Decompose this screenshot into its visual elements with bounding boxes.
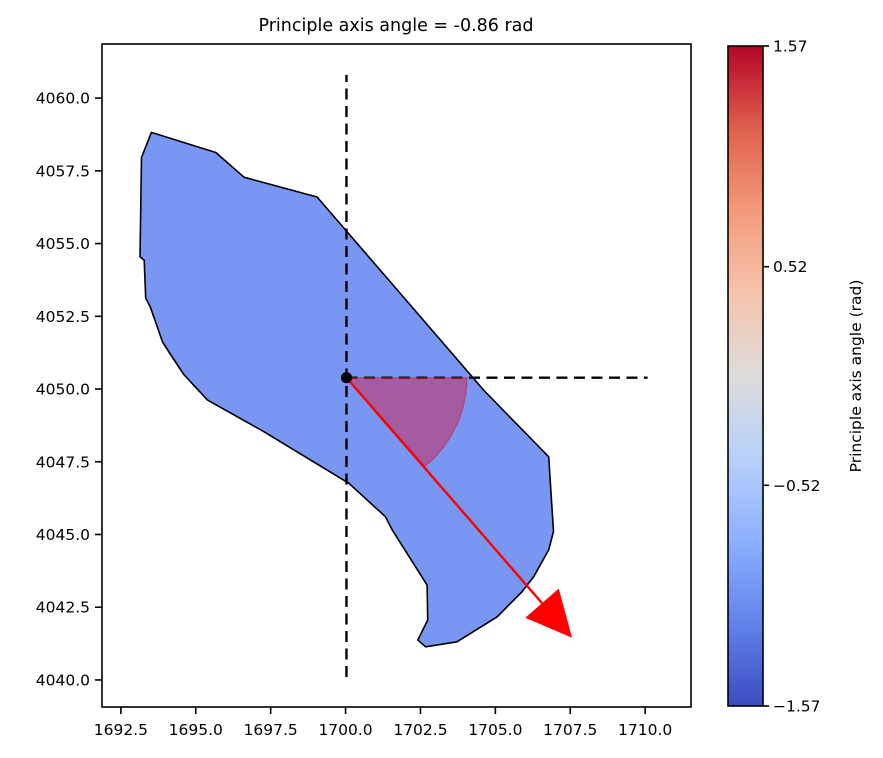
x-tick-label: 1705.0 [468, 721, 522, 739]
x-tick-label: 1707.5 [543, 721, 597, 739]
principal-axis-arrow-head [525, 588, 573, 638]
y-tick-label: 4052.5 [36, 308, 90, 326]
x-tick-label: 1702.5 [393, 721, 447, 739]
y-tick-label: 4042.5 [36, 599, 90, 617]
axes-frame [101, 43, 692, 708]
colorbar-gradient [727, 45, 764, 707]
y-tick-label: 4045.0 [36, 526, 90, 544]
x-tick-label: 1700.0 [318, 721, 372, 739]
colorbar-tick-label: −0.52 [773, 477, 821, 495]
colorbar-label: Principle axis angle (rad) [847, 280, 865, 473]
principal-axis-arrow-line [345, 376, 543, 604]
colorbar: 1.57 0.52 −0.52 −1.57 [727, 38, 821, 716]
y-tick-label: 4040.0 [36, 671, 90, 689]
centroid-marker [340, 372, 353, 384]
y-tick-label: 4055.0 [36, 235, 90, 253]
axes: 1692.5 1695.0 1697.5 1700.0 1702.5 1705.0 1707… [36, 43, 692, 739]
colorbar-tick-label: 0.52 [773, 258, 808, 276]
x-tick-label: 1697.5 [244, 721, 298, 739]
y-tick-label: 4060.0 [36, 90, 90, 108]
colorbar-tick-label: −1.57 [773, 698, 821, 716]
colorbar-tick-label: 1.57 [773, 38, 808, 56]
x-tick-label: 1710.0 [618, 721, 672, 739]
chart-title: Principle axis angle = -0.86 rad [258, 16, 533, 36]
plot-area [139, 74, 648, 678]
x-tick-label: 1695.0 [169, 721, 223, 739]
x-tick-label: 1692.5 [94, 721, 148, 739]
angle-wedge [345, 377, 468, 468]
y-tick-label: 4050.0 [36, 381, 90, 399]
y-tick-label: 4047.5 [36, 453, 90, 471]
y-tick-label: 4057.5 [36, 162, 90, 180]
